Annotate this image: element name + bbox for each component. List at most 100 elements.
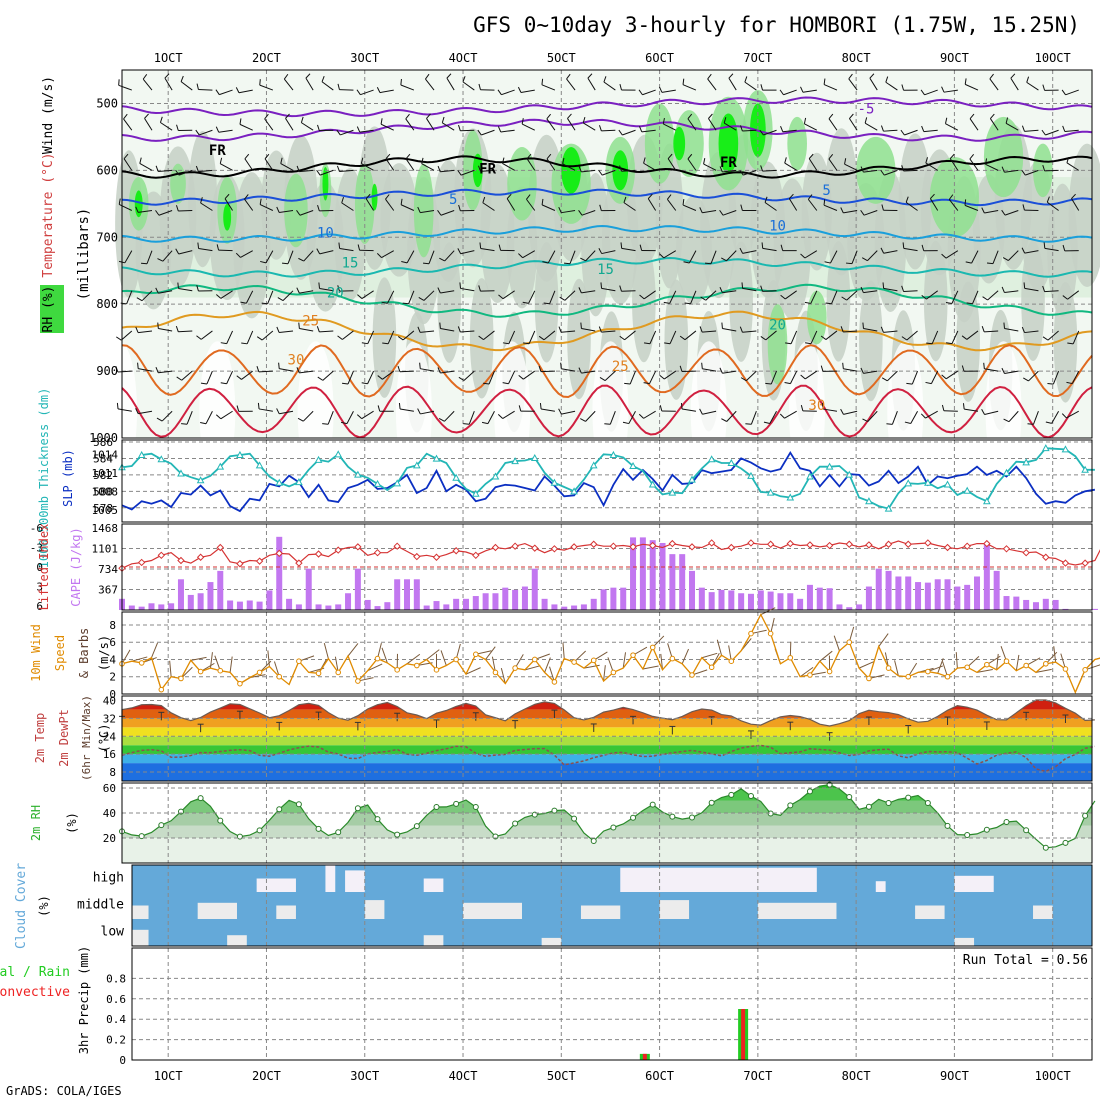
wind-barb-flag <box>219 157 223 164</box>
wind-barb <box>667 158 677 171</box>
time-label-top: 3OCT <box>350 51 379 65</box>
wind-barb <box>808 158 818 171</box>
wind-barb-flag <box>458 204 461 211</box>
wind-barb-flag <box>582 117 586 124</box>
wind-barb-flag <box>421 157 424 164</box>
wind-barb <box>581 290 596 294</box>
dewpt-line <box>121 744 1096 773</box>
wind-barb-flag <box>840 408 844 415</box>
cape-bar <box>462 598 469 610</box>
rh-point <box>1003 819 1010 825</box>
wind-barb <box>385 198 395 211</box>
rh-area-gray <box>859 280 883 402</box>
cloud-clear <box>423 935 444 946</box>
rh-dry-surface <box>101 341 138 482</box>
li-point <box>255 557 264 565</box>
wind-barb-flag <box>260 260 267 264</box>
wind-barb-flag <box>598 248 603 254</box>
isotherm-label: 10 <box>317 225 334 241</box>
wind-barb-flag <box>804 301 811 304</box>
wind-barb-flag <box>296 165 300 172</box>
wind-barb <box>843 410 858 415</box>
wind-barb-flag <box>599 125 602 132</box>
wind-barb <box>198 169 213 173</box>
wind-barb <box>161 410 173 422</box>
rh-point <box>610 824 617 831</box>
wind10-point <box>787 654 794 661</box>
wind-barb <box>863 210 878 216</box>
wind-barb-flag <box>983 362 985 369</box>
wind10-point <box>276 673 283 680</box>
wind-barb-flag <box>985 158 988 165</box>
wind-barb <box>726 410 737 422</box>
wind-barb <box>160 122 173 131</box>
precip-axis-label: 3hr Precip (mm) <box>77 946 91 1054</box>
wind10-tick: 6 <box>109 636 116 649</box>
wind-barb-flag <box>643 342 651 345</box>
wind-barb-flag <box>144 113 149 119</box>
wind10-barb <box>465 667 481 675</box>
wind-barb <box>520 89 535 94</box>
wind-barb-flag <box>969 153 975 160</box>
wind-barb-flag <box>400 198 403 205</box>
wind-barb-flag <box>337 335 343 340</box>
slp-point <box>177 469 185 477</box>
wind-barb <box>340 129 354 136</box>
wind-barb <box>762 290 777 292</box>
wind-barb <box>891 411 898 425</box>
pressure-tick: 500 <box>96 96 118 110</box>
wind10-point <box>610 669 617 676</box>
wind-barb <box>848 118 858 131</box>
li-point <box>1061 559 1070 567</box>
wind-barb-flag <box>280 157 283 164</box>
wind10-barb <box>440 650 447 666</box>
slp-point <box>334 450 343 458</box>
precip-tick: 0.4 <box>106 1013 126 1026</box>
wind-barb <box>742 250 757 254</box>
wind-barb-flag <box>224 193 230 200</box>
wind-barb <box>425 78 435 91</box>
slp-point <box>963 486 972 494</box>
wind-barb-flag <box>457 169 462 176</box>
wind-barb <box>500 129 515 133</box>
wind-barb-flag <box>580 257 586 262</box>
time-label-bottom: 10OCT <box>1035 1069 1071 1083</box>
wind-barb <box>823 204 838 211</box>
wind-barb-flag <box>882 282 885 289</box>
wind-barb <box>951 330 959 344</box>
wind-barb-flag <box>986 262 994 265</box>
wind10-barb <box>760 607 776 616</box>
wind-barb-flag <box>807 194 813 200</box>
wind10-tick: 0 <box>109 688 116 701</box>
pressure-tick: 600 <box>96 163 118 177</box>
cape-bar <box>453 598 460 610</box>
rh-point <box>256 827 263 834</box>
cape-bar <box>875 568 882 610</box>
rh-dry-surface <box>887 341 924 482</box>
wind-barb-flag <box>321 75 325 82</box>
wind-barb-flag <box>784 157 787 164</box>
slp-point <box>137 450 146 458</box>
wind-barb <box>1008 250 1019 261</box>
wind10-point <box>866 675 872 682</box>
wind-barb-flag <box>360 157 364 164</box>
wind-barb <box>359 129 374 133</box>
wind10-barb <box>937 658 944 674</box>
li-point <box>472 551 480 560</box>
isotherm-freezing <box>121 155 1093 179</box>
wind-barb-flag <box>1042 285 1046 292</box>
slp-point <box>432 454 441 462</box>
li-point <box>786 539 794 548</box>
wind-barb <box>282 290 294 301</box>
cape-bar <box>580 604 587 610</box>
wind-barb-flag <box>285 113 290 119</box>
rh-area-green <box>170 163 186 204</box>
wind-barb <box>622 129 636 136</box>
wind10-barb <box>701 652 718 659</box>
chart-title: GFS 0~10day 3-hourly for HOMBORI (1.75W,… <box>473 13 1080 37</box>
wind-barb-flag <box>800 253 806 259</box>
wind10-point <box>826 668 833 675</box>
wind-barb <box>564 290 576 301</box>
rh-legend-swatch <box>40 285 64 333</box>
wind-barb-flag <box>155 287 159 294</box>
